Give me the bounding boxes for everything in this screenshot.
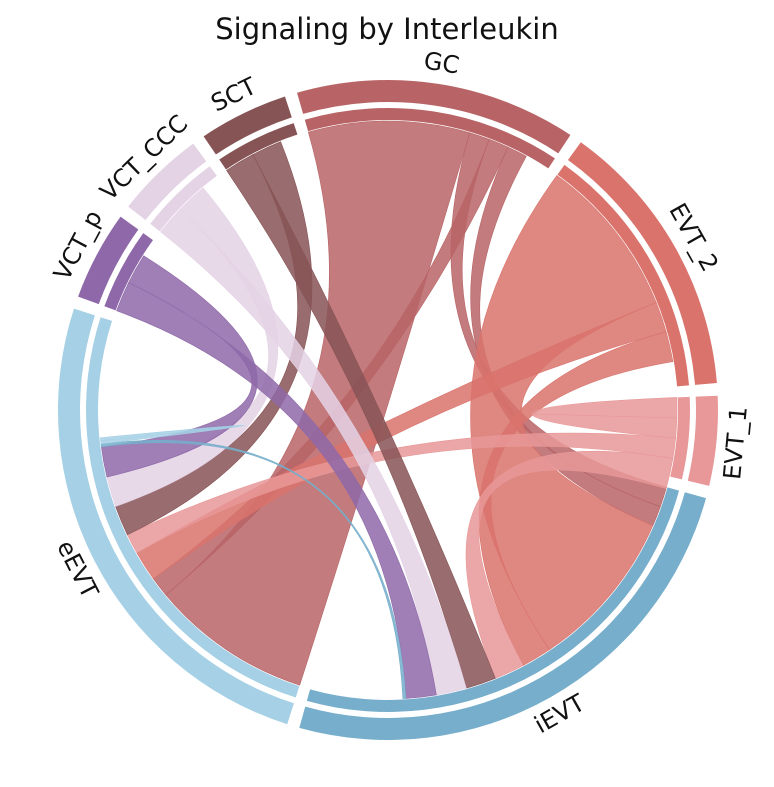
sector-arc-ievt xyxy=(299,492,707,741)
sector-label-evt-1: EVT_1 xyxy=(718,405,753,481)
ribbon-gc-to-eevt xyxy=(152,138,509,596)
sector-inner-arc-evt-2 xyxy=(557,164,689,387)
sector-arc-evt-2 xyxy=(567,142,717,385)
sector-arc-eevt xyxy=(57,308,294,725)
sector-inner-arc-vct-p xyxy=(104,233,153,311)
ribbon-evt-1-to-evt-1 xyxy=(531,397,678,439)
sector-arc-sct xyxy=(203,96,292,155)
sector-arc-evt-1 xyxy=(687,395,719,486)
ribbon-gc-to-ievt xyxy=(470,146,661,527)
ribbon-evt-2-to-ievt xyxy=(478,331,674,666)
sector-inner-arc-sct xyxy=(219,123,298,170)
ribbon-ievt-to-eevt xyxy=(100,440,407,699)
ribbon-group xyxy=(100,120,678,699)
sector-inner-arc-gc xyxy=(304,108,555,169)
sector-inner-arc-evt-1 xyxy=(670,396,691,480)
sector-arc-vct-ccc xyxy=(128,143,207,221)
ribbon-sct-to-eevt xyxy=(115,141,313,536)
ribbon-evt-1-to-ievt xyxy=(465,450,674,679)
ribbon-vct-p-to-eevt xyxy=(101,255,258,478)
sector-inner-arc-group xyxy=(85,108,691,713)
sector-arc-group xyxy=(57,79,719,741)
ribbon-evt-2-to-eevt xyxy=(136,302,667,580)
ribbon-eevt-to-eevt xyxy=(100,424,245,445)
ribbon-vct-p-to-ievt xyxy=(116,282,437,699)
sector-inner-arc-vct-ccc xyxy=(150,166,217,232)
sector-arc-vct-p xyxy=(78,216,139,305)
sector-arc-gc xyxy=(297,79,571,154)
sector-label-gc: GC xyxy=(422,47,461,80)
ribbon-evt-1-to-eevt xyxy=(126,432,676,554)
chart-title: Signaling by Interleukin xyxy=(215,12,559,46)
